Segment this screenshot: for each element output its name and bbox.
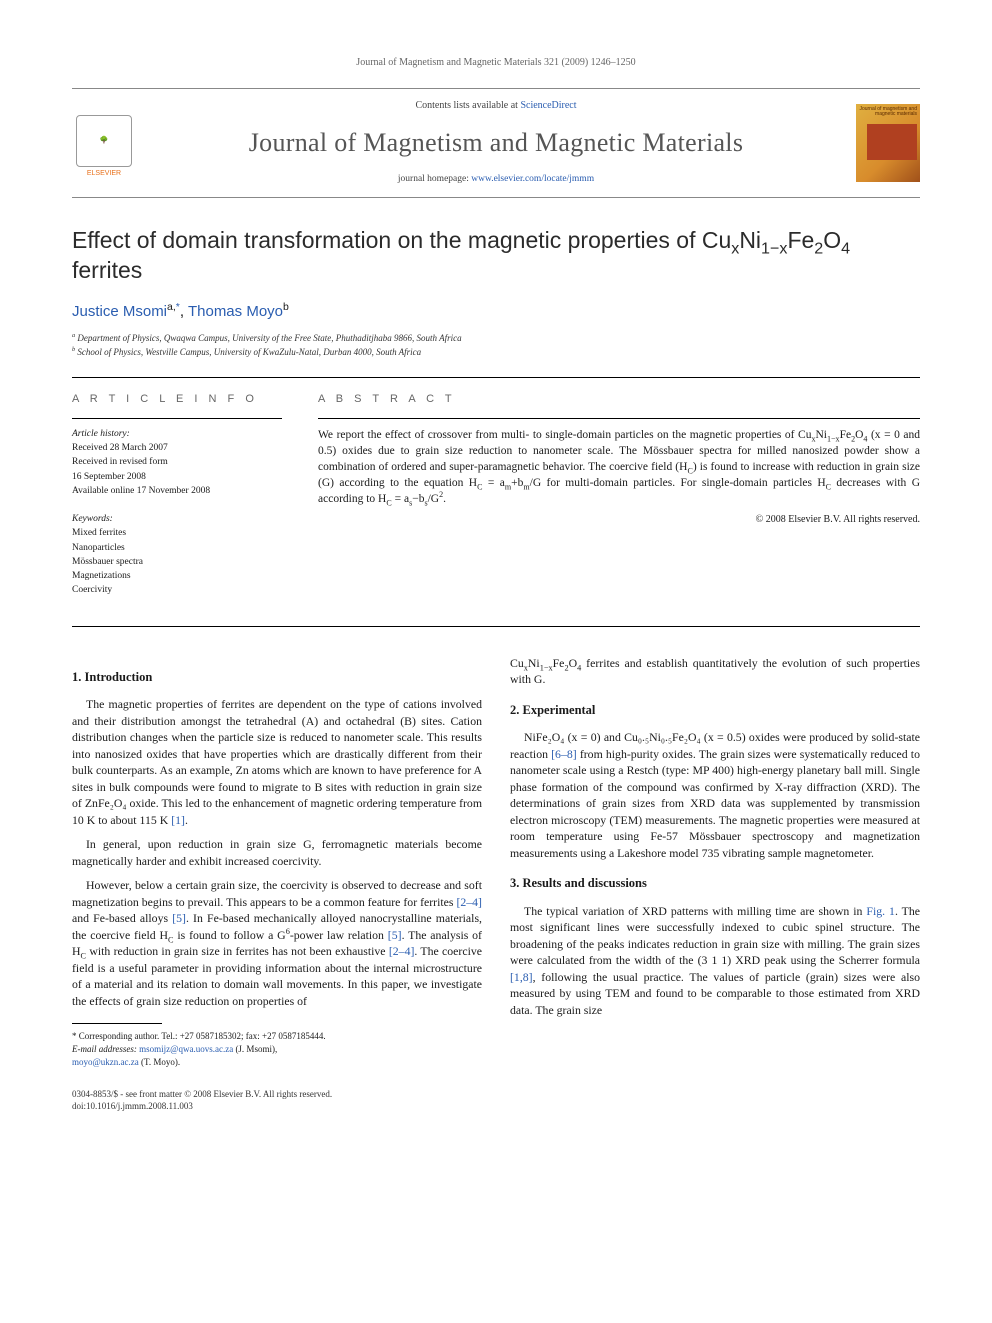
ref-5-link-a[interactable]: [5] <box>172 911 186 925</box>
experimental-para: NiFe₂O₄ (x = 0) and Cu₀.₅Ni₀.₅Fe₂O₄ (x =… <box>510 729 920 861</box>
ref-6-8-link[interactable]: [6–8] <box>551 747 577 761</box>
ref-1-link[interactable]: [1] <box>171 813 185 827</box>
abstract-text: We report the effect of crossover from m… <box>318 418 920 507</box>
email-2-link[interactable]: moyo@ukzn.ac.za <box>72 1057 139 1067</box>
author-2-aff: b <box>283 301 289 313</box>
ref-2-4-link-b[interactable]: [2–4] <box>389 944 415 958</box>
author-list: Justice Msomia,*, Thomas Moyob <box>72 301 920 322</box>
abstract-copyright: © 2008 Elsevier B.V. All rights reserved… <box>318 513 920 527</box>
body-columns: 1. Introduction The magnetic properties … <box>72 655 920 1070</box>
sciencedirect-link[interactable]: ScienceDirect <box>520 100 576 111</box>
masthead-center: Contents lists available at ScienceDirec… <box>154 99 838 187</box>
title-text-o: O <box>823 227 841 253</box>
running-header: Journal of Magnetism and Magnetic Materi… <box>72 56 920 70</box>
footer-front-matter: 0304-8853/$ - see front matter © 2008 El… <box>72 1088 920 1101</box>
article-info-column: A R T I C L E I N F O Article history: R… <box>72 378 300 625</box>
intro-para-2: In general, upon reduction in grain size… <box>72 836 482 869</box>
cover-text: Journal of magnetism and magnetic materi… <box>859 106 917 118</box>
author-1-link[interactable]: Justice Msomi <box>72 303 167 320</box>
keyword-3: Mössbauer spectra <box>72 557 143 567</box>
keyword-1: Mixed ferrites <box>72 528 126 538</box>
history-online: Available online 17 November 2008 <box>72 486 210 496</box>
article-history: Article history: Received 28 March 2007 … <box>72 418 282 498</box>
homepage-prefix: journal homepage: <box>398 174 471 184</box>
title-text-end: ferrites <box>72 257 142 283</box>
page-footer: 0304-8853/$ - see front matter © 2008 El… <box>72 1088 920 1113</box>
cover-graphic <box>867 124 917 160</box>
intro-para-1: The magnetic properties of ferrites are … <box>72 696 482 828</box>
journal-name: Journal of Magnetism and Magnetic Materi… <box>154 125 838 161</box>
article-info-label: A R T I C L E I N F O <box>72 392 282 407</box>
keyword-4: Magnetizations <box>72 571 131 581</box>
contents-prefix: Contents lists available at <box>415 100 520 111</box>
title-text-ni: Ni <box>739 227 761 253</box>
abstract-label: A B S T R A C T <box>318 392 920 407</box>
history-label: Article history: <box>72 429 130 439</box>
footnotes: * Corresponding author. Tel.: +27 058718… <box>72 1030 482 1069</box>
footer-doi: doi:10.1016/j.jmmm.2008.11.003 <box>72 1100 920 1113</box>
affiliation-b: b School of Physics, Westville Campus, U… <box>72 346 920 360</box>
section-3-heading: 3. Results and discussions <box>510 875 920 893</box>
publisher-name: ELSEVIER <box>87 169 121 179</box>
keyword-5: Coercivity <box>72 585 112 595</box>
elsevier-logo: 🌳 ELSEVIER <box>72 107 136 179</box>
history-revised-1: Received in revised form <box>72 457 168 467</box>
affiliations: a Department of Physics, Qwaqwa Campus, … <box>72 332 920 359</box>
history-revised-2: 16 September 2008 <box>72 472 146 482</box>
title-sub-2: 2 <box>814 239 823 257</box>
title-sub-1mx: 1−x <box>761 239 787 257</box>
fig-1-link[interactable]: Fig. 1 <box>866 904 895 918</box>
ref-5-link-b[interactable]: [5] <box>388 928 402 942</box>
section-2-heading: 2. Experimental <box>510 702 920 720</box>
author-sep: , <box>180 303 188 320</box>
history-received: Received 28 March 2007 <box>72 443 168 453</box>
homepage-line: journal homepage: www.elsevier.com/locat… <box>154 173 838 186</box>
author-1-aff: a, <box>167 301 176 313</box>
email-addresses: E-mail addresses: msomijz@qwa.uovs.ac.za… <box>72 1043 482 1069</box>
journal-cover-thumb: Journal of magnetism and magnetic materi… <box>856 104 920 182</box>
author-2-link[interactable]: Thomas Moyo <box>188 303 283 320</box>
keyword-2: Nanoparticles <box>72 543 125 553</box>
journal-masthead: 🌳 ELSEVIER Contents lists available at S… <box>72 88 920 198</box>
title-sub-4: 4 <box>841 239 850 257</box>
keywords-label: Keywords: <box>72 514 113 524</box>
affiliation-a: a Department of Physics, Qwaqwa Campus, … <box>72 332 920 346</box>
title-text-1: Effect of domain transformation on the m… <box>72 227 731 253</box>
keywords-block: Keywords: Mixed ferrites Nanoparticles M… <box>72 512 282 598</box>
article-title: Effect of domain transformation on the m… <box>72 226 920 286</box>
section-1-heading: 1. Introduction <box>72 669 482 687</box>
abstract-column: A B S T R A C T We report the effect of … <box>300 378 920 625</box>
intro-para-3-cont: CuxNi1−xFe2O4 ferrites and establish qua… <box>510 655 920 688</box>
elsevier-tree-icon: 🌳 <box>76 115 132 167</box>
ref-2-4-link-a[interactable]: [2–4] <box>456 895 482 909</box>
intro-para-3: However, below a certain grain size, the… <box>72 877 482 1009</box>
footnote-rule <box>72 1023 162 1024</box>
results-para-1: The typical variation of XRD patterns wi… <box>510 903 920 1019</box>
email-1-link[interactable]: msomijz@qwa.uovs.ac.za <box>139 1044 233 1054</box>
journal-homepage-link[interactable]: www.elsevier.com/locate/jmmm <box>471 174 594 184</box>
contents-available-line: Contents lists available at ScienceDirec… <box>154 99 838 113</box>
title-text-fe: Fe <box>787 227 814 253</box>
ref-1-8-link[interactable]: [1,8] <box>510 970 533 984</box>
info-abstract-row: A R T I C L E I N F O Article history: R… <box>72 377 920 626</box>
corresponding-author-note: * Corresponding author. Tel.: +27 058718… <box>72 1030 482 1043</box>
